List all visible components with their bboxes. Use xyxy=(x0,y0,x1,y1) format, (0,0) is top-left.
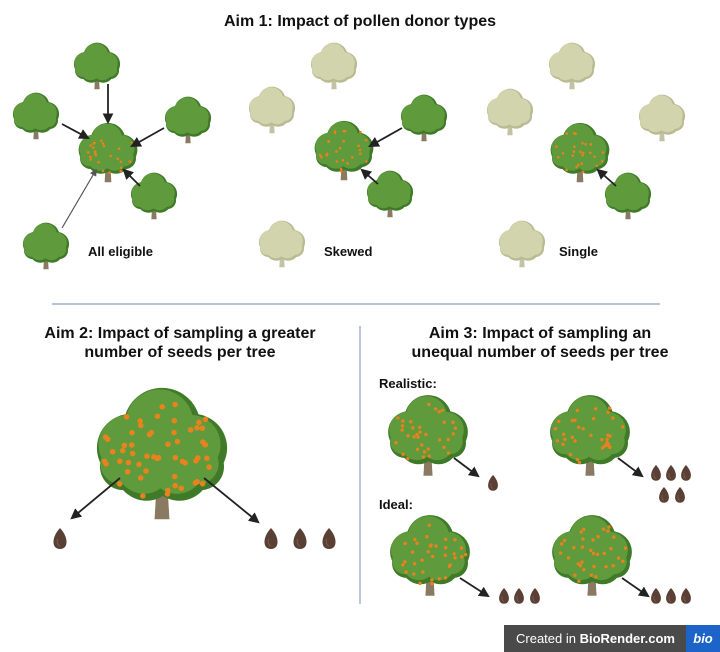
label-skewed: Skewed xyxy=(324,244,373,259)
mother-tree-icon xyxy=(550,395,630,476)
pollen-arrow xyxy=(360,168,379,185)
seed-icon xyxy=(666,588,676,604)
biorender-badge[interactable]: Created in BioRender.com bio xyxy=(504,625,720,652)
aim2-title: Aim 2: Impact of sampling a greater numb… xyxy=(20,324,340,362)
large-mother-tree-icon xyxy=(96,387,228,520)
donor-tree-icon xyxy=(130,172,178,220)
donor-tree-icon xyxy=(22,222,70,270)
seed-icon xyxy=(264,528,278,549)
label-single: Single xyxy=(559,244,599,259)
donor-tree-icon xyxy=(400,94,448,142)
aim1-title: Aim 1: Impact of pollen donor types xyxy=(223,13,497,30)
pollen-arrow xyxy=(61,168,97,229)
donor-tree-icon xyxy=(12,92,60,140)
seed-arrow xyxy=(459,577,490,598)
pollen-arrow xyxy=(61,123,90,140)
faded-donor-tree-icon xyxy=(548,42,596,90)
seed-icon xyxy=(666,465,676,481)
seed-icon xyxy=(675,487,685,503)
mother-tree-icon xyxy=(390,515,470,596)
faded-donor-tree-icon xyxy=(258,220,306,268)
seed-icon xyxy=(659,487,669,503)
aim3-title: Aim 3: Impact of sampling an unequal num… xyxy=(370,324,710,362)
ideal-label: Ideal: xyxy=(379,497,413,512)
aim2-title-line1: Aim 2: Impact of sampling a greater xyxy=(44,325,316,342)
biorender-logo-icon: bio xyxy=(686,625,720,652)
seed-arrow xyxy=(621,577,650,598)
donor-tree-icon xyxy=(366,170,414,218)
seed-icon xyxy=(322,528,336,549)
mother-tree-icon xyxy=(550,122,610,183)
pollen-arrow xyxy=(122,168,141,187)
seed-icon xyxy=(499,588,509,604)
seed-arrow xyxy=(617,457,644,478)
realistic-label: Realistic: xyxy=(379,376,437,391)
seed-icon xyxy=(514,588,524,604)
seed-icon xyxy=(651,588,661,604)
aim3-title-line2: unequal number of seeds per tree xyxy=(411,344,669,361)
faded-donor-tree-icon xyxy=(498,220,546,268)
seed-arrow xyxy=(203,477,260,524)
seed-icon xyxy=(293,528,307,549)
pollen-arrow xyxy=(130,127,165,148)
seed-icon xyxy=(651,465,661,481)
faded-donor-tree-icon xyxy=(310,42,358,90)
label-all-eligible: All eligible xyxy=(88,244,154,259)
mother-tree-icon xyxy=(552,515,632,596)
donor-tree-icon xyxy=(73,42,121,90)
seed-arrow xyxy=(70,477,121,520)
pollen-arrow xyxy=(368,127,403,148)
mother-tree-icon xyxy=(314,120,374,181)
mother-tree-icon xyxy=(78,122,138,183)
seed-icon xyxy=(681,588,691,604)
donor-tree-icon xyxy=(604,172,652,220)
seed-icon xyxy=(681,465,691,481)
faded-donor-tree-icon xyxy=(486,88,534,136)
badge-brand: BioRender.com xyxy=(579,631,675,646)
seed-icon xyxy=(53,528,67,549)
faded-donor-tree-icon xyxy=(638,94,686,142)
aim3-title-line1: Aim 3: Impact of sampling an xyxy=(428,325,652,342)
mother-tree-icon xyxy=(388,395,468,476)
donor-tree-icon xyxy=(164,96,212,144)
badge-prefix: Created in xyxy=(516,631,580,646)
pollen-arrow xyxy=(596,168,617,187)
aim2-title-line2: number of seeds per tree xyxy=(84,344,276,361)
faded-donor-tree-icon xyxy=(248,86,296,134)
seed-icon xyxy=(530,588,540,604)
biorender-badge-text: Created in BioRender.com xyxy=(504,625,686,652)
seed-arrow xyxy=(453,457,480,478)
seed-icon xyxy=(488,475,498,491)
